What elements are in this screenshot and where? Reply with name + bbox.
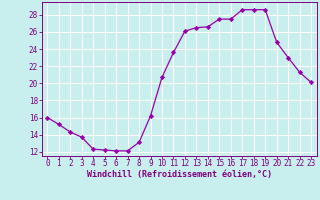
- X-axis label: Windchill (Refroidissement éolien,°C): Windchill (Refroidissement éolien,°C): [87, 170, 272, 179]
